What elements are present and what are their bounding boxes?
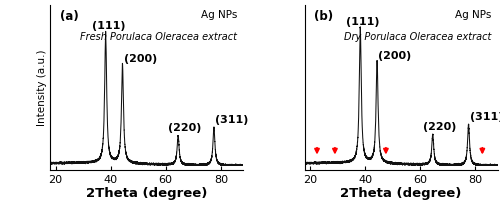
X-axis label: 2Theta (degree): 2Theta (degree) <box>340 188 462 200</box>
Text: (220): (220) <box>168 123 202 133</box>
Text: (111): (111) <box>92 22 126 31</box>
Text: (220): (220) <box>423 122 456 132</box>
X-axis label: 2Theta (degree): 2Theta (degree) <box>86 188 207 200</box>
Text: (a): (a) <box>60 10 78 23</box>
Text: Ag NPs: Ag NPs <box>200 10 237 20</box>
Text: (311): (311) <box>470 112 500 122</box>
Y-axis label: Intensity (a.u.): Intensity (a.u.) <box>37 49 47 126</box>
Text: (111): (111) <box>346 17 380 27</box>
Text: (200): (200) <box>378 51 412 61</box>
Text: Ag NPs: Ag NPs <box>456 10 492 20</box>
Text: (200): (200) <box>124 54 157 64</box>
Text: Dry Porulaca Oleracea extract: Dry Porulaca Oleracea extract <box>344 32 492 42</box>
Text: (b): (b) <box>314 10 334 23</box>
Text: (311): (311) <box>216 115 248 125</box>
Text: Fresh Porulaca Oleracea extract: Fresh Porulaca Oleracea extract <box>80 32 237 42</box>
